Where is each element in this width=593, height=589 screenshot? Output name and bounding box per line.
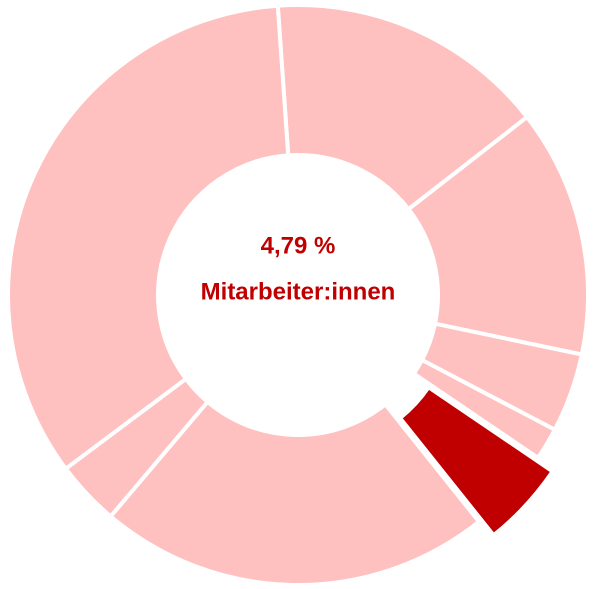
slice bbox=[397, 384, 556, 539]
slice bbox=[6, 3, 291, 472]
slice bbox=[107, 399, 482, 587]
center-value: 4,79 % bbox=[261, 232, 336, 259]
center-label: Mitarbeiter:innen bbox=[201, 278, 396, 305]
slice bbox=[405, 114, 590, 357]
slice bbox=[275, 3, 530, 212]
slice bbox=[411, 357, 558, 461]
slices bbox=[6, 3, 590, 587]
